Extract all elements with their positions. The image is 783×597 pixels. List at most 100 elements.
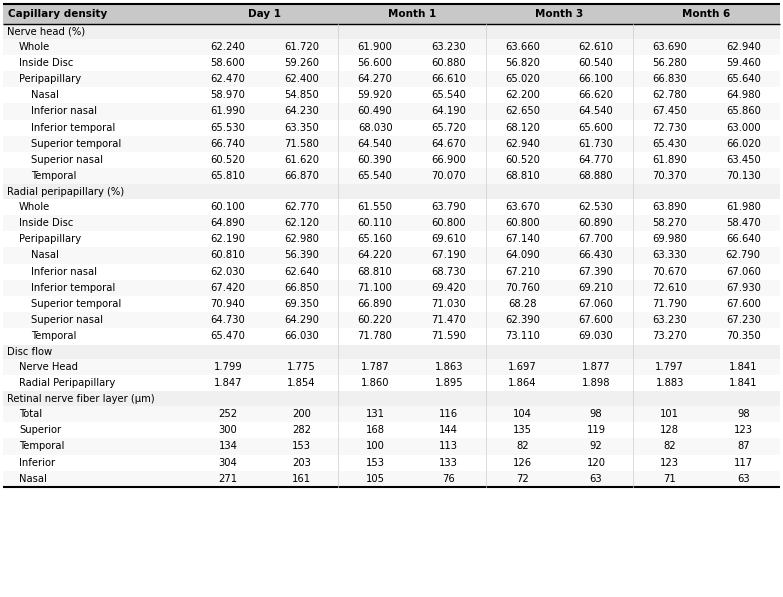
Text: Inside Disc: Inside Disc <box>19 218 74 228</box>
Bar <box>3 184 780 199</box>
Bar <box>3 422 780 438</box>
Text: 70.370: 70.370 <box>652 171 687 181</box>
Bar <box>3 344 780 359</box>
Text: 153: 153 <box>292 442 311 451</box>
Text: 62.940: 62.940 <box>505 139 539 149</box>
Text: Nasal: Nasal <box>31 251 59 260</box>
Text: 203: 203 <box>292 458 311 467</box>
Text: 62.780: 62.780 <box>652 90 687 100</box>
Text: Temporal: Temporal <box>19 442 64 451</box>
Text: 60.110: 60.110 <box>358 218 392 228</box>
Text: 82: 82 <box>663 442 676 451</box>
Text: 67.060: 67.060 <box>579 299 613 309</box>
Text: 126: 126 <box>513 458 532 467</box>
Text: 60.520: 60.520 <box>505 155 539 165</box>
Text: 72.610: 72.610 <box>652 283 687 293</box>
Text: 104: 104 <box>513 409 532 419</box>
Text: 123: 123 <box>660 458 679 467</box>
Text: Superior temporal: Superior temporal <box>31 299 121 309</box>
Text: 98: 98 <box>590 409 602 419</box>
Bar <box>3 71 780 87</box>
Text: 65.160: 65.160 <box>358 234 392 244</box>
Text: 63.000: 63.000 <box>726 122 760 133</box>
Bar <box>3 359 780 376</box>
Text: 71.580: 71.580 <box>284 139 319 149</box>
Text: 64.890: 64.890 <box>211 218 245 228</box>
Text: 63.230: 63.230 <box>431 42 466 51</box>
Text: Nasal: Nasal <box>31 90 59 100</box>
Text: 60.390: 60.390 <box>358 155 392 165</box>
Text: 61.990: 61.990 <box>211 106 245 116</box>
Text: 116: 116 <box>439 409 458 419</box>
Text: 56.600: 56.600 <box>358 58 392 68</box>
Text: 1.775: 1.775 <box>287 362 316 372</box>
Text: 67.930: 67.930 <box>726 283 760 293</box>
Text: 62.640: 62.640 <box>284 267 319 276</box>
Text: 134: 134 <box>218 442 237 451</box>
Text: 61.620: 61.620 <box>284 155 319 165</box>
Text: 70.130: 70.130 <box>726 171 760 181</box>
Text: 66.100: 66.100 <box>579 74 613 84</box>
Text: 58.600: 58.600 <box>211 58 245 68</box>
Text: 68.28: 68.28 <box>508 299 536 309</box>
Text: Superior: Superior <box>19 425 61 435</box>
Bar <box>3 168 780 184</box>
Text: 65.640: 65.640 <box>726 74 760 84</box>
Text: 98: 98 <box>737 409 749 419</box>
Text: 62.770: 62.770 <box>284 202 319 212</box>
Text: 64.730: 64.730 <box>211 315 245 325</box>
Text: Whole: Whole <box>19 202 50 212</box>
Text: 66.430: 66.430 <box>579 251 613 260</box>
Text: 161: 161 <box>292 474 311 484</box>
Text: 66.740: 66.740 <box>211 139 245 149</box>
Text: 153: 153 <box>366 458 384 467</box>
Text: Peripapillary: Peripapillary <box>19 234 81 244</box>
Text: 128: 128 <box>660 425 679 435</box>
Text: 54.850: 54.850 <box>284 90 319 100</box>
Text: 67.450: 67.450 <box>652 106 687 116</box>
Text: 282: 282 <box>292 425 311 435</box>
Text: 101: 101 <box>660 409 679 419</box>
Text: 71.780: 71.780 <box>358 331 392 341</box>
Text: 61.720: 61.720 <box>284 42 319 51</box>
Text: Radial Peripapillary: Radial Peripapillary <box>19 378 115 389</box>
Text: 1.799: 1.799 <box>214 362 242 372</box>
Text: 62.240: 62.240 <box>211 42 245 51</box>
Text: 67.230: 67.230 <box>726 315 760 325</box>
Text: 68.880: 68.880 <box>579 171 613 181</box>
Text: Capillary density: Capillary density <box>8 9 107 19</box>
Text: 62.790: 62.790 <box>726 251 761 260</box>
Text: 123: 123 <box>734 425 752 435</box>
Text: 67.390: 67.390 <box>579 267 613 276</box>
Text: 71.790: 71.790 <box>652 299 687 309</box>
Bar <box>3 4 780 24</box>
Text: 72: 72 <box>516 474 529 484</box>
Text: 61.890: 61.890 <box>652 155 687 165</box>
Text: 131: 131 <box>366 409 384 419</box>
Text: 58.970: 58.970 <box>211 90 245 100</box>
Text: 119: 119 <box>586 425 605 435</box>
Text: 60.880: 60.880 <box>431 58 466 68</box>
Text: 66.870: 66.870 <box>284 171 319 181</box>
Text: 1.863: 1.863 <box>435 362 463 372</box>
Bar <box>3 215 780 231</box>
Text: 62.390: 62.390 <box>505 315 539 325</box>
Text: 1.787: 1.787 <box>361 362 389 372</box>
Text: Peripapillary: Peripapillary <box>19 74 81 84</box>
Text: Month 3: Month 3 <box>535 9 583 19</box>
Text: 59.920: 59.920 <box>358 90 392 100</box>
Bar <box>3 471 780 487</box>
Text: Superior nasal: Superior nasal <box>31 315 103 325</box>
Text: 66.890: 66.890 <box>358 299 392 309</box>
Text: Inferior temporal: Inferior temporal <box>31 283 115 293</box>
Text: 72.730: 72.730 <box>652 122 687 133</box>
Text: 63.790: 63.790 <box>431 202 466 212</box>
Text: 60.890: 60.890 <box>579 218 613 228</box>
Text: 117: 117 <box>734 458 752 467</box>
Text: 1.841: 1.841 <box>729 378 757 389</box>
Text: Total: Total <box>19 409 42 419</box>
Text: 60.540: 60.540 <box>579 58 613 68</box>
Text: 60.800: 60.800 <box>431 218 466 228</box>
Bar <box>3 406 780 422</box>
Bar <box>3 199 780 215</box>
